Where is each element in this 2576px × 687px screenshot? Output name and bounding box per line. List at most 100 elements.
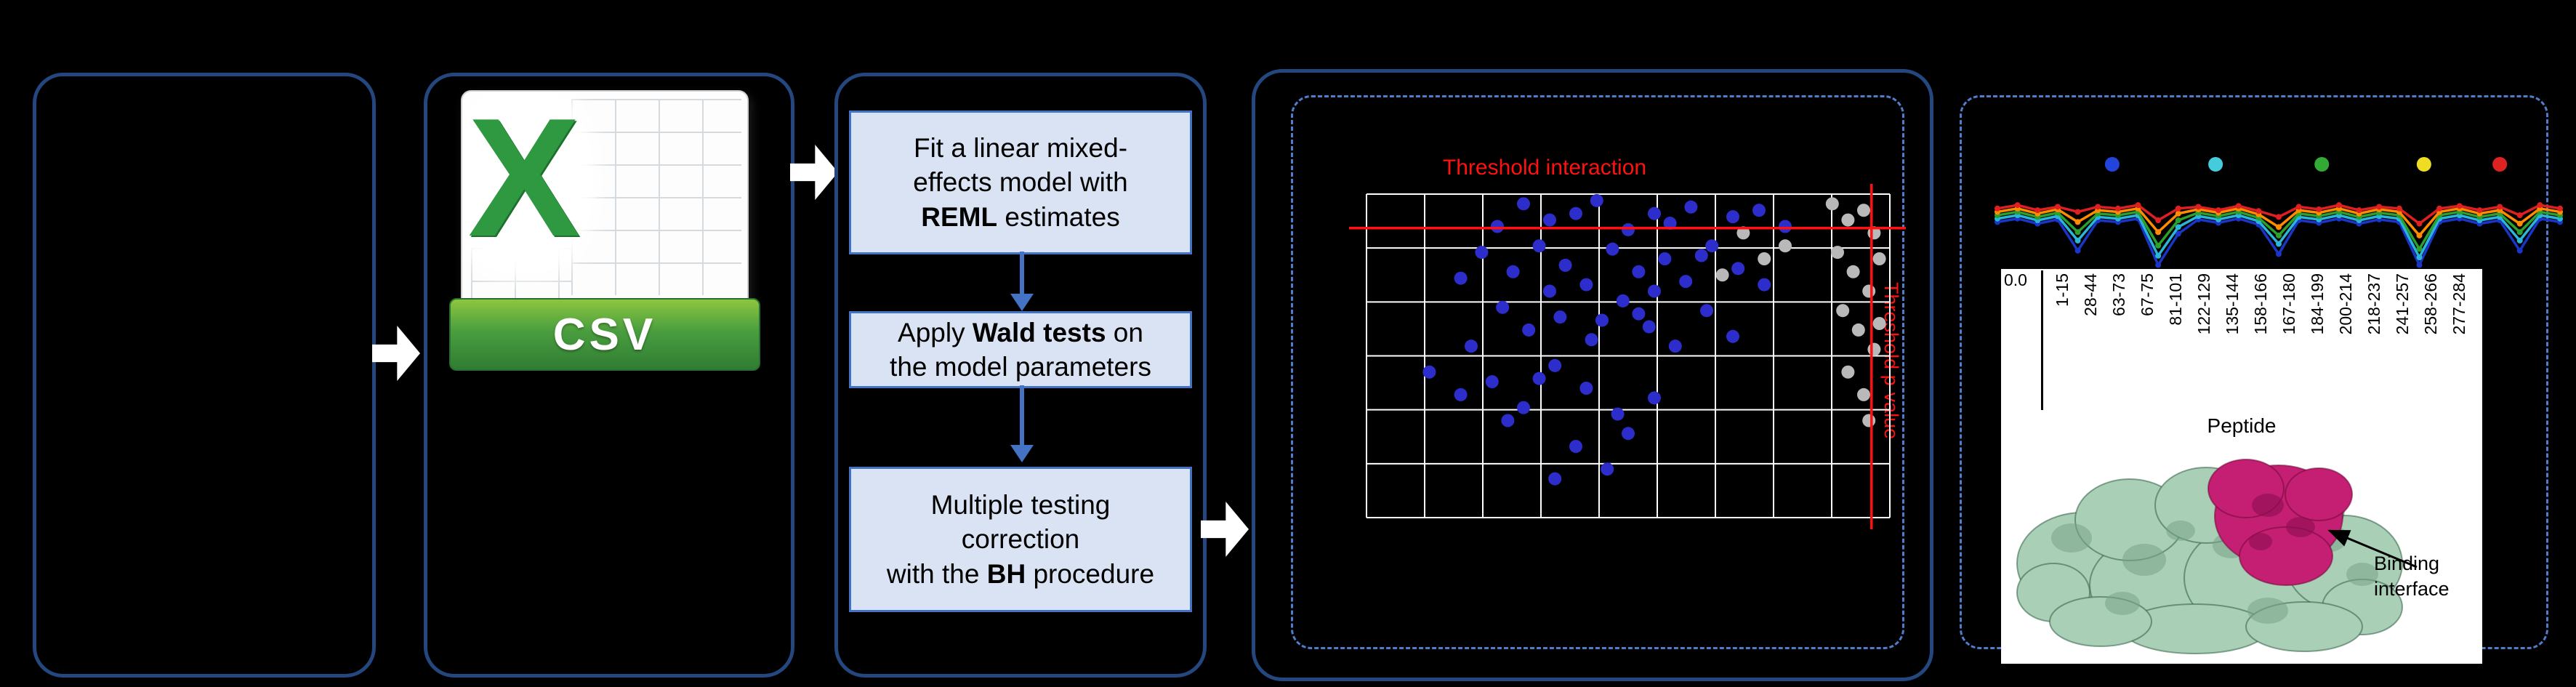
series-point-marker — [2497, 204, 2503, 210]
scatter-point — [1579, 278, 1593, 292]
scatter-point — [1779, 239, 1792, 253]
threshold-interaction-label: Threshold interaction — [1442, 156, 1647, 180]
peptide-axis-label: Peptide — [2207, 414, 2277, 437]
series-point-marker — [2516, 220, 2523, 227]
scatter-point — [1622, 222, 1635, 236]
series-point-marker — [2376, 204, 2383, 210]
down-arrow-icon — [1010, 294, 1034, 311]
series-point-marker — [2074, 219, 2081, 225]
scatter-point — [1601, 462, 1614, 476]
scatter-point — [1648, 391, 1661, 405]
scatter-point — [1758, 278, 1771, 292]
series-point-marker — [2396, 205, 2402, 212]
series-point-marker — [2175, 217, 2181, 224]
peptide-tick-labels: 1-15 28-44 63-73 67-75 81-101 122-129 135-144 1… — [2053, 273, 2471, 393]
x-logo-backdrop — [467, 103, 576, 257]
flow-arrow-icon — [372, 326, 420, 381]
series-point-marker — [2295, 204, 2302, 210]
scatter-point — [1736, 226, 1750, 240]
series-point-marker — [2276, 251, 2282, 257]
scatter-point — [1558, 258, 1572, 272]
series-point-marker — [2175, 210, 2181, 217]
y-axis-line — [2041, 270, 2043, 410]
volcano-plot — [1349, 184, 1906, 529]
timepoint-legend-dot — [2492, 157, 2508, 172]
peptide-tick-label: 63-73 — [2109, 273, 2128, 316]
series-point-marker — [2155, 229, 2162, 236]
series-point-marker — [2516, 237, 2523, 244]
scatter-point — [1632, 307, 1646, 321]
scatter-point — [1857, 387, 1870, 401]
scatter-point — [1862, 284, 1876, 298]
series-point-marker — [2276, 224, 2282, 230]
scatter-point — [1846, 265, 1860, 278]
step3-post: procedure — [1026, 558, 1155, 589]
peptide-tick-label: 167-180 — [2279, 273, 2298, 335]
down-arrow-icon — [1020, 385, 1024, 446]
scatter-point — [1606, 242, 1619, 256]
scatter-point — [1872, 252, 1886, 265]
binding-interface-line1: Binding — [2374, 553, 2440, 574]
series-point-marker — [2436, 205, 2443, 212]
scatter-point — [1485, 375, 1499, 389]
scatter-point — [1553, 310, 1567, 324]
peptide-tick-label: 158-166 — [2251, 273, 2270, 335]
scatter-point — [1595, 313, 1609, 327]
series-point-marker — [2416, 254, 2423, 261]
results-panel — [1252, 69, 1933, 681]
scatter-point — [1857, 204, 1870, 217]
step3-line1: Multiple testing — [930, 489, 1111, 520]
spreadsheet-grid — [571, 99, 741, 295]
scatter-point — [1663, 217, 1677, 230]
series-point-marker — [2356, 207, 2362, 214]
series-point-marker — [2276, 241, 2282, 247]
timepoint-legend-dot — [2314, 157, 2330, 172]
series-point-marker — [2175, 224, 2181, 230]
step1-bold: REML — [921, 201, 998, 232]
series-point-marker — [2074, 247, 2081, 254]
step-box-reml: Fit a linear mixed- effects model with R… — [849, 111, 1192, 254]
series-point-marker — [2255, 208, 2262, 214]
scatter-point — [1543, 213, 1556, 227]
scatter-point — [1454, 271, 1468, 285]
peptide-tick-label: 28-44 — [2081, 273, 2100, 316]
scatter-point — [1836, 304, 1850, 318]
step2-post: on — [1106, 317, 1143, 347]
step2-pre: Apply — [898, 317, 973, 347]
series-point-marker — [2155, 242, 2162, 249]
scatter-point — [1841, 213, 1855, 227]
scatter-point — [1622, 427, 1635, 441]
step2-bold: Wald tests — [972, 317, 1106, 347]
input-panel — [33, 73, 376, 678]
scatter-point — [1532, 239, 1546, 253]
step1-line3: estimates — [997, 201, 1120, 232]
scatter-point — [1506, 265, 1520, 278]
scatter-point — [1684, 200, 1698, 214]
scatter-point — [1867, 342, 1881, 356]
peptide-tick-label: 218-237 — [2364, 273, 2383, 335]
peptide-tick-label: 184-199 — [2308, 273, 2327, 335]
down-arrow-icon — [1020, 252, 1024, 295]
scatter-point — [1752, 204, 1766, 217]
series-point-marker — [2175, 230, 2181, 237]
csv-file-icon: X CSV — [449, 86, 760, 377]
timepoint-legend-dot — [2416, 157, 2431, 172]
binding-interface-line2: interface — [2374, 578, 2450, 600]
down-arrow-icon — [1010, 445, 1034, 462]
uptake-plot — [1995, 157, 2563, 268]
scatter-point — [1590, 193, 1603, 207]
csv-ribbon: CSV — [449, 298, 760, 371]
series-point-marker — [2054, 204, 2061, 210]
peptide-tick-label: 81-101 — [2166, 273, 2185, 326]
excel-x-logo: X — [467, 90, 581, 272]
csv-ribbon-label: CSV — [552, 309, 657, 360]
scatter-point — [1758, 252, 1771, 265]
scatter-point — [1616, 294, 1630, 308]
scatter-point — [1679, 275, 1693, 289]
scatter-point — [1517, 197, 1530, 211]
scatter-point — [1779, 220, 1792, 233]
scatter-point — [1422, 365, 1436, 379]
series-point-marker — [2095, 204, 2101, 210]
threshold-pvalue-label: Threshold p-value — [1880, 282, 1902, 440]
